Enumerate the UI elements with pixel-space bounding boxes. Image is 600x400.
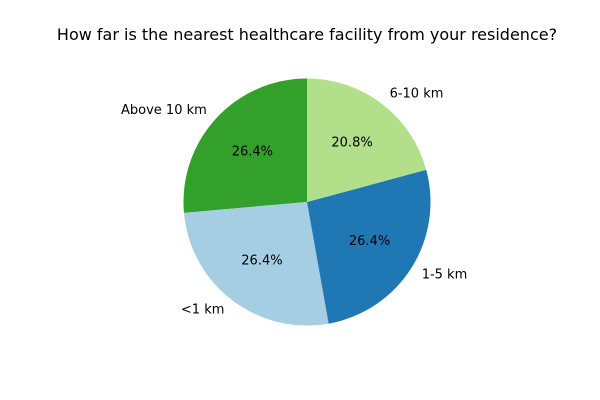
slice-percent-6-10-km: 20.8%	[331, 136, 372, 151]
slice-percent-above-10-km: 26.4%	[232, 144, 273, 159]
pie-slice-above-10-km	[183, 78, 307, 213]
slice-label-above-10-km: Above 10 km	[121, 103, 207, 118]
slice-label-1-km: <1 km	[181, 302, 225, 317]
chart-title: How far is the nearest healthcare facili…	[57, 25, 557, 44]
pie-slice-6-10-km	[307, 78, 427, 202]
slice-label-1-5-km: 1-5 km	[422, 267, 468, 282]
slice-label-6-10-km: 6-10 km	[390, 87, 444, 102]
pie-labels: Above 10 km 26.4% <1 km 26.4% 1-5 km 26.4% 6-1…	[121, 87, 467, 318]
pie-slices	[183, 78, 431, 326]
pie-slice-1-5-km	[307, 169, 431, 324]
slice-percent-1-5-km: 26.4%	[349, 234, 390, 249]
slice-percent-1-km: 26.4%	[241, 253, 282, 268]
pie-slice-1-km	[183, 202, 329, 326]
